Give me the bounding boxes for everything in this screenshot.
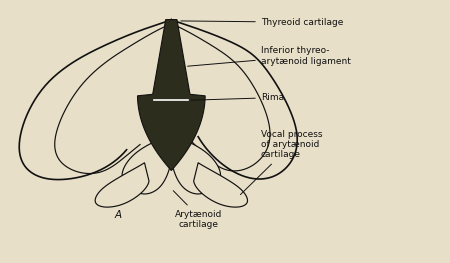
Polygon shape [138,20,205,170]
Text: Arytænoid
cartilage: Arytænoid cartilage [175,210,222,229]
Text: Vocal process
of arytænoid
cartilage: Vocal process of arytænoid cartilage [240,130,322,195]
Text: A: A [114,210,121,220]
Polygon shape [194,163,248,207]
Polygon shape [171,137,220,194]
Text: Rima: Rima [191,93,284,102]
Polygon shape [95,163,149,207]
Text: Thyreoid cartilage: Thyreoid cartilage [181,18,343,27]
Polygon shape [122,137,171,194]
Text: Inferior thyreo-
arytænoid ligament: Inferior thyreo- arytænoid ligament [188,46,351,66]
